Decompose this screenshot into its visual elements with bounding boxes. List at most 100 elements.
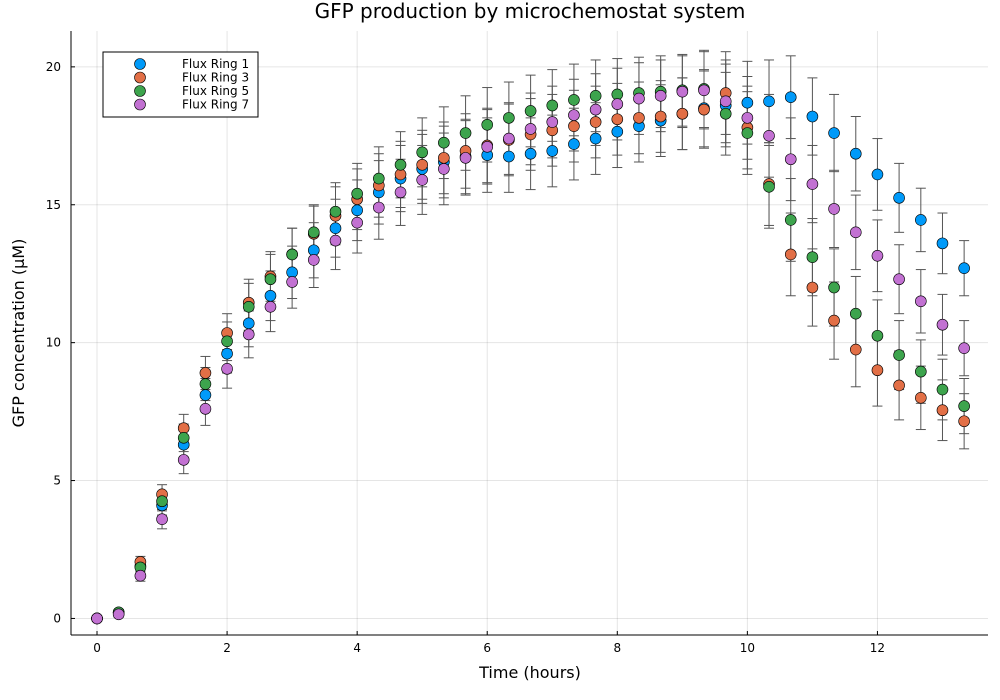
flux-ring-5-point [329, 205, 342, 218]
flux-ring-1-point [871, 168, 884, 181]
flux-ring-5-point [849, 307, 862, 320]
x-tick-label: 8 [613, 641, 621, 655]
flux-ring-1-point [589, 132, 602, 145]
legend-label-flux-ring-1: Flux Ring 1 [182, 57, 249, 71]
flux-ring-5-point [806, 251, 819, 263]
x-tick-label: 12 [870, 641, 885, 655]
flux-ring-5-point [459, 127, 472, 139]
x-tick-label: 2 [223, 641, 231, 655]
y-tick-label: 0 [53, 611, 61, 625]
x-axis-label: Time (hours) [478, 663, 581, 682]
flux-ring-5-point [264, 273, 277, 286]
flux-ring-7-point [134, 569, 147, 582]
x-tick-label: 6 [483, 641, 491, 655]
flux-ring-7-point [568, 109, 580, 121]
flux-ring-7-point [654, 90, 667, 102]
flux-ring-7-point [112, 608, 125, 621]
flux-ring-1-point [611, 125, 624, 138]
flux-ring-3-point [871, 364, 884, 377]
flux-ring-5-point [221, 335, 233, 348]
flux-ring-7-point [806, 178, 819, 190]
flux-ring-7-point [676, 85, 689, 98]
flux-ring-3-point [654, 110, 667, 123]
x-tick-label: 10 [740, 641, 755, 655]
x-tick-label: 4 [353, 641, 361, 655]
flux-ring-3-point [784, 248, 797, 261]
y-tick-label: 15 [46, 198, 61, 212]
y-axis-label: GFP concentration (μM) [9, 239, 28, 428]
flux-ring-5-point [416, 146, 428, 159]
flux-ring-5-point [915, 365, 927, 378]
flux-ring-1-point [264, 289, 277, 302]
flux-ring-7-point [221, 363, 233, 375]
flux-ring-7-point [698, 84, 710, 97]
flux-ring-7-point [242, 328, 255, 341]
flux-ring-1-point [242, 317, 255, 330]
y-tick-label: 10 [46, 336, 61, 350]
flux-ring-7-point [546, 116, 559, 128]
flux-ring-7-point [936, 318, 949, 331]
flux-ring-1-point [849, 147, 862, 160]
flux-ring-3-point [568, 120, 580, 132]
flux-ring-3-point [394, 168, 407, 181]
flux-ring-3-point [915, 392, 927, 404]
flux-ring-3-point [893, 379, 905, 392]
flux-ring-1-point [199, 389, 212, 401]
flux-ring-7-point [329, 234, 342, 247]
data-points [91, 83, 970, 625]
flux-ring-7-point [91, 612, 103, 625]
flux-ring-1-point [763, 95, 775, 108]
flux-ring-7-point [351, 216, 363, 229]
flux-ring-3-point [416, 158, 428, 171]
legend-box [102, 51, 259, 118]
flux-ring-1-point [958, 262, 970, 274]
flux-ring-5-point [589, 90, 602, 102]
flux-ring-7-point [416, 174, 428, 186]
legend-label-flux-ring-5: Flux Ring 5 [182, 84, 249, 98]
y-tick-label: 20 [46, 60, 61, 74]
flux-ring-1-point [806, 110, 819, 123]
flux-ring-5-point [481, 118, 494, 131]
flux-ring-7-point [394, 186, 407, 199]
flux-ring-7-point [849, 226, 862, 239]
axes [70, 31, 988, 636]
flux-ring-5-point [242, 300, 255, 313]
flux-ring-3-point [936, 404, 949, 417]
flux-ring-7-point [177, 454, 190, 466]
legend-marker-flux-ring-3 [134, 71, 146, 84]
flux-ring-3-point [849, 343, 862, 356]
flux-ring-1-point [915, 214, 927, 226]
flux-ring-5-point [828, 281, 840, 294]
flux-ring-1-point [936, 237, 949, 250]
grid [71, 31, 988, 635]
flux-ring-5-point [177, 432, 190, 444]
flux-ring-5-point [936, 383, 949, 396]
flux-ring-5-point [307, 226, 320, 239]
flux-ring-1-point [503, 150, 515, 163]
flux-ring-5-point [351, 187, 363, 200]
flux-ring-7-point [286, 276, 298, 288]
flux-ring-7-point [459, 152, 472, 164]
flux-ring-1-point [329, 222, 342, 234]
flux-ring-7-point [481, 141, 494, 153]
flux-ring-1-point [741, 96, 754, 109]
flux-ring-5-point [438, 136, 450, 149]
flux-ring-7-point [958, 342, 970, 354]
flux-ring-7-point [611, 98, 624, 110]
flux-ring-5-point [741, 127, 754, 139]
flux-ring-7-point [264, 300, 277, 313]
flux-ring-3-point [676, 107, 689, 120]
flux-ring-1-point [828, 127, 840, 139]
ticks: 0 2 4 6 8 10 12 0 5 10 15 20 [46, 60, 885, 655]
flux-ring-3-point [698, 103, 710, 116]
legend-marker-flux-ring-5 [134, 85, 146, 97]
y-tick-label: 5 [53, 474, 61, 488]
flux-ring-5-point [503, 112, 515, 124]
flux-ring-1-point [546, 145, 559, 157]
flux-ring-7-point [307, 254, 320, 266]
chart-title: GFP production by microchemostat system [315, 0, 746, 23]
flux-ring-5-point [156, 495, 168, 508]
flux-ring-7-point [373, 201, 385, 214]
flux-ring-5-point [871, 329, 884, 342]
flux-ring-7-point [719, 95, 732, 108]
